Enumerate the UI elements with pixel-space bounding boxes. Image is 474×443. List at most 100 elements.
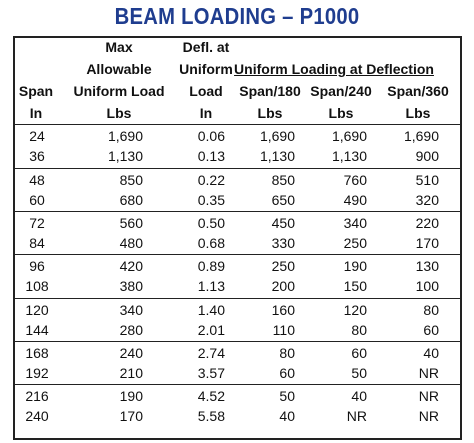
span240-cell: 80: [351, 322, 367, 338]
span240-cell: 250: [343, 235, 367, 251]
max-load-cell: 280: [119, 322, 143, 338]
max-load-cell: 1,690: [107, 128, 143, 144]
header-defl-line2: Uniform: [179, 61, 233, 77]
span240-cell: 760: [343, 172, 367, 188]
span360-cell: 80: [423, 302, 439, 318]
max-load-cell: 170: [119, 408, 143, 424]
header-s180-line: Span/180: [239, 83, 301, 99]
max-load-cell: 380: [119, 278, 143, 294]
header-s240-line: Span/240: [310, 83, 372, 99]
span-cell: 24: [29, 128, 45, 144]
max-load-cell: 420: [119, 258, 143, 274]
deflection-cell: 0.22: [197, 172, 225, 188]
span240-cell: 120: [343, 302, 367, 318]
span240-cell: 1,690: [331, 128, 367, 144]
page-title: BEAM LOADING – P1000: [114, 3, 360, 29]
deflection-cell: 0.35: [197, 192, 225, 208]
header-uniform-loading-group: Uniform Loading at Deflection: [234, 61, 434, 77]
max-load-cell: 1,130: [107, 148, 143, 164]
header-max-line1: Max: [105, 39, 133, 55]
span240-cell: 60: [351, 345, 367, 361]
deflection-cell: 2.74: [197, 345, 225, 361]
header-s240-unit: Lbs: [328, 105, 354, 121]
span360-cell: NR: [418, 408, 439, 424]
max-load-cell: 680: [119, 192, 143, 208]
header-s360-unit: Lbs: [405, 105, 431, 121]
span360-cell: 900: [415, 148, 439, 164]
span180-cell: 1,690: [259, 128, 295, 144]
group-divider: [15, 341, 460, 342]
group-divider: [15, 298, 460, 299]
span-cell: 240: [25, 408, 49, 424]
max-load-cell: 190: [119, 388, 143, 404]
deflection-cell: 1.13: [197, 278, 225, 294]
span180-cell: 80: [279, 345, 295, 361]
span180-cell: 200: [271, 278, 295, 294]
header-span-180: Span/180 Lbs: [233, 80, 307, 124]
max-load-cell: 210: [119, 365, 143, 381]
span-cell: 72: [29, 215, 45, 231]
header-defl-unit: In: [199, 105, 213, 121]
deflection-cell: 0.68: [197, 235, 225, 251]
span180-cell: 1,130: [259, 148, 295, 164]
span180-cell: 40: [279, 408, 295, 424]
span-cell: 216: [25, 388, 49, 404]
span-cell: 168: [25, 345, 49, 361]
header-span-240: Span/240 Lbs: [304, 80, 378, 124]
span360-cell: 1,690: [403, 128, 439, 144]
deflection-cell: 3.57: [197, 365, 225, 381]
span360-cell: 220: [415, 215, 439, 231]
span-cell: 84: [29, 235, 45, 251]
span240-cell: 340: [343, 215, 367, 231]
header-deflection: Defl. at Uniform Load In: [173, 36, 239, 124]
group-divider: [15, 211, 460, 212]
header-max-line3: Uniform Load: [73, 83, 165, 99]
span-cell: 144: [25, 322, 49, 338]
span360-cell: 100: [415, 278, 439, 294]
span-cell: 96: [29, 258, 45, 274]
span360-cell: NR: [418, 388, 439, 404]
deflection-cell: 0.89: [197, 258, 225, 274]
beam-loading-table: Span In Max Allowable Uniform Load Lbs D…: [13, 36, 462, 440]
span360-cell: NR: [418, 365, 439, 381]
header-defl-line3: Load: [189, 83, 223, 99]
span240-cell: 1,130: [331, 148, 367, 164]
header-span-unit: In: [29, 105, 43, 121]
header-s180-unit: Lbs: [257, 105, 283, 121]
span180-cell: 450: [271, 215, 295, 231]
span-cell: 36: [29, 148, 45, 164]
max-load-cell: 240: [119, 345, 143, 361]
header-defl-line1: Defl. at: [182, 39, 230, 55]
header-span-line: Span: [18, 83, 54, 99]
deflection-cell: 1.40: [197, 302, 225, 318]
span180-cell: 110: [272, 322, 295, 338]
header-max-load: Max Allowable Uniform Load Lbs: [65, 36, 173, 124]
max-load-cell: 340: [119, 302, 143, 318]
span180-cell: 650: [271, 192, 295, 208]
deflection-cell: 4.52: [197, 388, 225, 404]
max-load-cell: 850: [119, 172, 143, 188]
span240-cell: 190: [343, 258, 367, 274]
span360-cell: 170: [415, 235, 439, 251]
header-divider: [15, 124, 460, 125]
span360-cell: 510: [415, 172, 439, 188]
deflection-cell: 5.58: [197, 408, 225, 424]
deflection-cell: 0.06: [197, 128, 225, 144]
span180-cell: 250: [271, 258, 295, 274]
span180-cell: 330: [271, 235, 295, 251]
span180-cell: 160: [271, 302, 295, 318]
span360-cell: 60: [423, 322, 439, 338]
span360-cell: 130: [415, 258, 439, 274]
header-max-unit: Lbs: [106, 105, 132, 121]
max-load-cell: 480: [119, 235, 143, 251]
deflection-cell: 0.13: [197, 148, 225, 164]
span180-cell: 850: [271, 172, 295, 188]
span-cell: 60: [29, 192, 45, 208]
span240-cell: 490: [343, 192, 367, 208]
span240-cell: 40: [351, 388, 367, 404]
span-cell: 192: [25, 365, 49, 381]
group-divider: [15, 254, 460, 255]
group-divider: [15, 168, 460, 169]
span240-cell: NR: [346, 408, 367, 424]
header-span-360: Span/360 Lbs: [378, 80, 458, 124]
